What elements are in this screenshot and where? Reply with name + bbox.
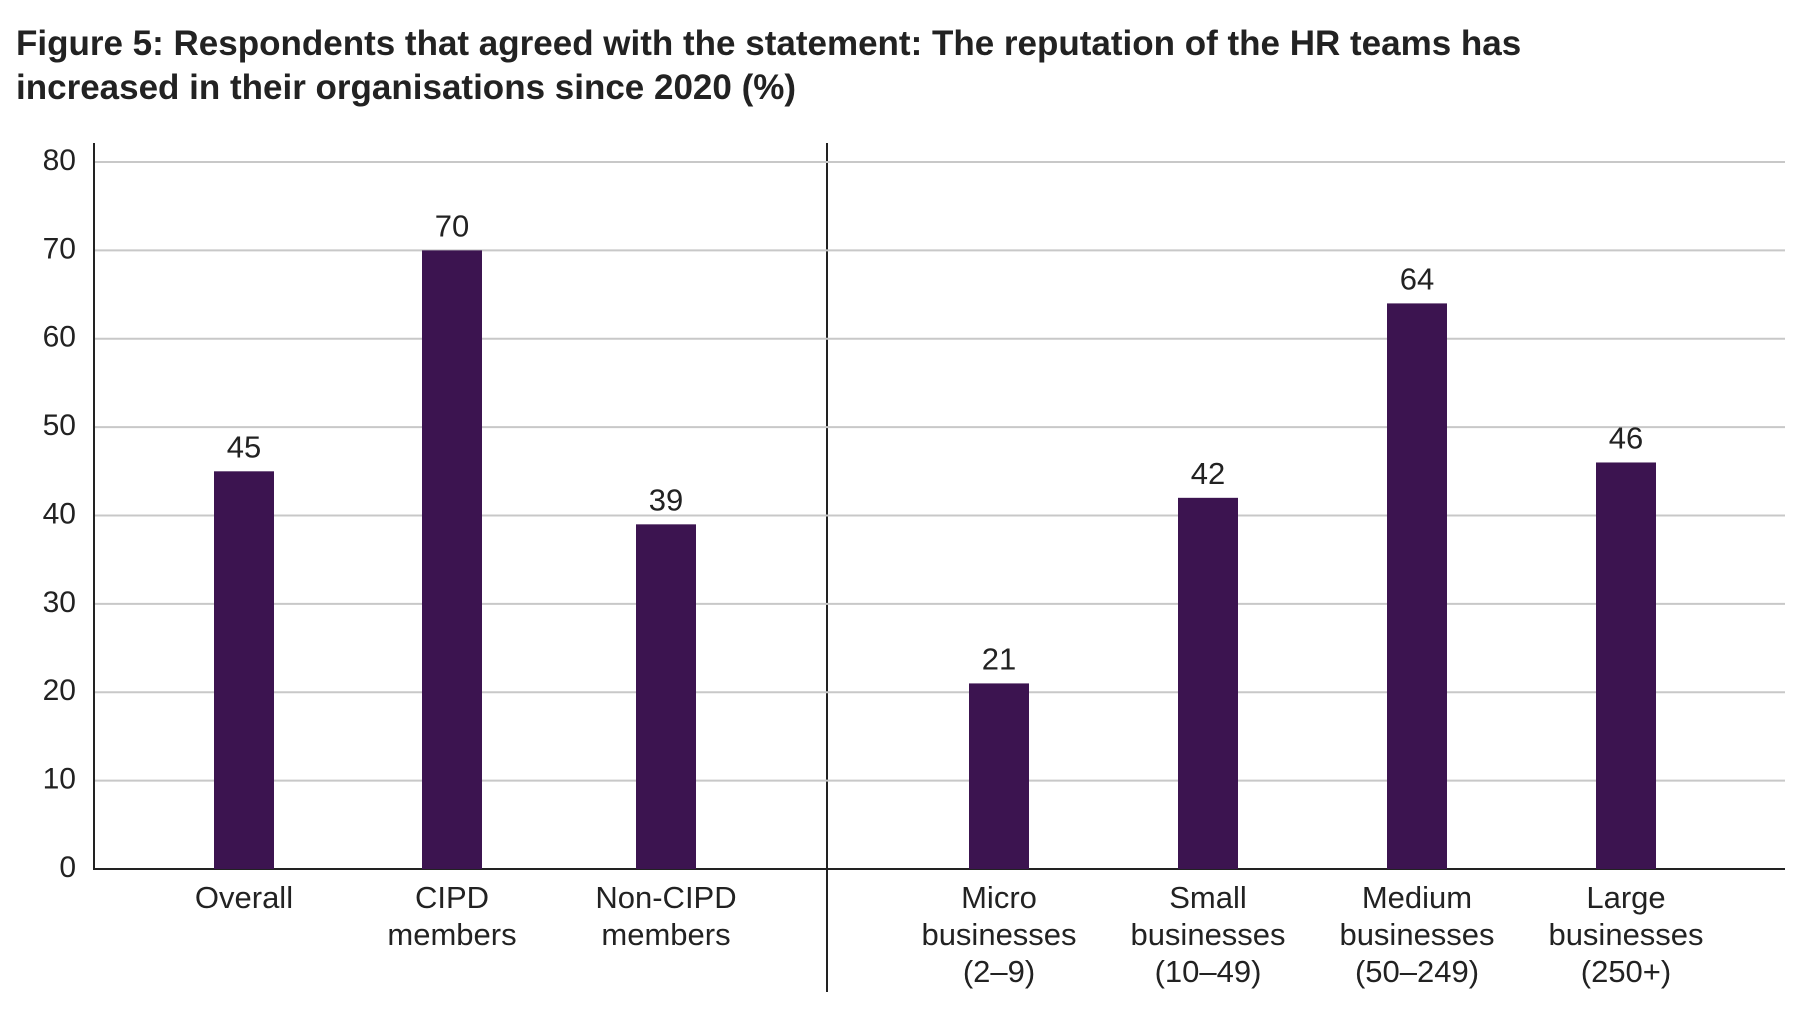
x-tick-label: CIPD: [415, 880, 489, 915]
chart-title: Figure 5: Respondents that agreed with t…: [16, 24, 1522, 107]
y-tick-label: 70: [43, 232, 76, 265]
y-tick-label: 0: [59, 851, 76, 884]
x-tick-label: businesses: [1548, 917, 1703, 952]
x-tick-label: businesses: [1339, 917, 1494, 952]
x-tick-label: Large: [1586, 880, 1665, 915]
x-tick-label: Overall: [195, 880, 293, 915]
value-label: 46: [1609, 421, 1643, 456]
y-tick-label: 60: [43, 321, 76, 354]
x-tick-label: (50–249): [1355, 954, 1479, 989]
value-label: 45: [227, 430, 261, 465]
y-tick-label: 80: [43, 144, 76, 177]
bar: [969, 683, 1029, 869]
bar: [1596, 462, 1656, 869]
value-label: 42: [1191, 456, 1225, 491]
y-tick-label: 40: [43, 497, 76, 530]
y-tick-label: 50: [43, 409, 76, 442]
bar: [636, 524, 696, 869]
x-tick-label: Micro: [961, 880, 1037, 915]
y-tick-label: 20: [43, 674, 76, 707]
x-tick-label: businesses: [1130, 917, 1285, 952]
x-tick-label: members: [387, 917, 516, 952]
x-tick-label: (10–49): [1155, 954, 1262, 989]
bar: [1178, 497, 1238, 869]
x-tick-label: (250+): [1581, 954, 1671, 989]
y-tick-label: 30: [43, 586, 76, 619]
value-label: 21: [982, 642, 1016, 677]
y-tick-label: 10: [43, 763, 76, 796]
x-tick-label: Non-CIPD: [595, 880, 736, 915]
x-tick-label: members: [601, 917, 730, 952]
bar: [422, 250, 482, 869]
value-label: 70: [435, 209, 469, 244]
value-label: 39: [649, 483, 683, 518]
x-tick-label: Small: [1169, 880, 1247, 915]
x-tick-label: (2–9): [963, 954, 1035, 989]
x-tick-label: businesses: [921, 917, 1076, 952]
bar: [214, 471, 274, 869]
value-label: 64: [1400, 262, 1434, 297]
bar: [1387, 303, 1447, 869]
x-tick-label: Medium: [1362, 880, 1472, 915]
